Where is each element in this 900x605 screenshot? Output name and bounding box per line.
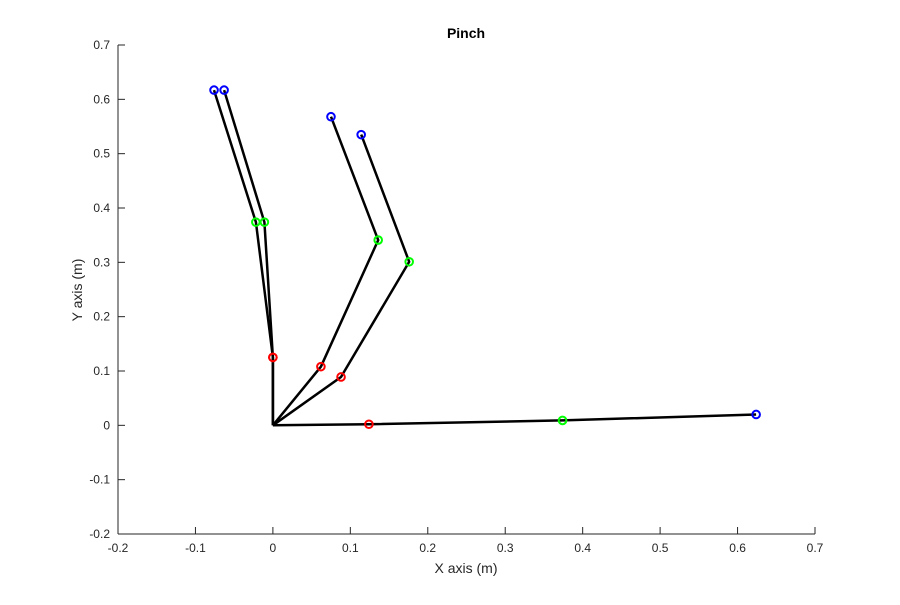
y-tick-label: 0 [103, 418, 110, 432]
axes: -0.2 -0.1 0 0.1 0.2 0.3 0.4 0.5 0.6 0.7 -0.2 -0.1 0 0… [89, 38, 823, 555]
series-line-5 [212, 89, 275, 426]
x-tick-label: 0.5 [652, 541, 669, 555]
joint-marker [326, 111, 336, 122]
x-tick-label: 0 [270, 541, 277, 555]
joint-marker [251, 217, 261, 227]
x-tick-label: -0.2 [108, 541, 129, 555]
joint-marker [219, 85, 229, 95]
x-tick-label: 0.6 [729, 541, 746, 555]
y-tick-label: -0.1 [89, 473, 110, 487]
y-tick-label: 0.3 [93, 255, 110, 269]
x-tick-label: -0.1 [185, 541, 206, 555]
joint-markers [209, 85, 761, 430]
chart-title: Pinch [447, 25, 485, 41]
x-tick-label: 0.3 [497, 541, 514, 555]
joint-marker [373, 235, 384, 245]
series-line-3 [271, 116, 380, 427]
x-axis-label: X axis (m) [435, 560, 498, 576]
joint-marker [557, 415, 568, 426]
series-line-2 [272, 134, 411, 427]
joint-marker [356, 129, 366, 140]
series-lines [212, 89, 757, 427]
joint-marker [336, 372, 346, 382]
y-tick-label: 0.1 [93, 364, 110, 378]
y-tick-label: 0.7 [93, 38, 110, 52]
x-tick-label: 0.7 [807, 541, 824, 555]
x-tick-label: 0.4 [574, 541, 591, 555]
joint-marker [316, 361, 326, 372]
y-tick-label: 0.6 [93, 92, 110, 106]
joint-marker [751, 409, 761, 420]
x-tick-label: 0.2 [419, 541, 436, 555]
joint-marker [268, 352, 278, 363]
y-axis-label: Y axis (m) [69, 259, 85, 322]
x-tick-label: 0.1 [342, 541, 359, 555]
joint-marker [209, 85, 219, 95]
y-tick-label: 0.5 [93, 147, 110, 161]
series-line-4 [222, 89, 275, 426]
joint-marker [404, 256, 414, 267]
series-line-1 [272, 413, 757, 427]
joint-marker [364, 419, 374, 430]
y-tick-label: 0.2 [93, 310, 110, 324]
y-tick-label: 0.4 [93, 201, 110, 215]
y-tick-label: -0.2 [89, 527, 110, 541]
